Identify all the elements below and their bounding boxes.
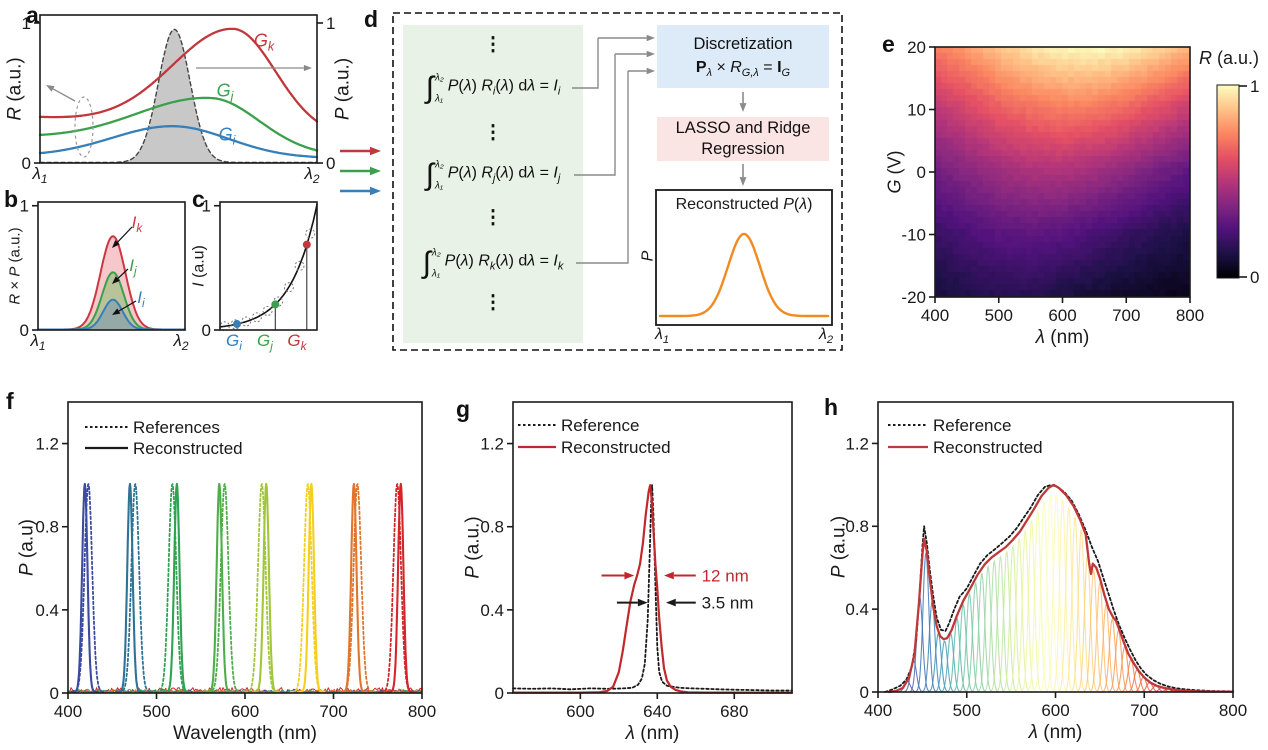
panel-label-g: g [456,396,471,422]
vertical-ellipsis: ⋮ [483,292,503,314]
panel-label-h: h [824,394,839,420]
lasso-regression-text: LASSO and Ridge Regression [675,119,811,158]
panel-label-c: c [192,186,205,212]
panel-label-b: b [4,186,19,212]
vertical-ellipsis: ⋮ [483,122,503,144]
panel-label-d: d [364,6,379,32]
vertical-ellipsis: ⋮ [483,207,503,229]
discretization-box: Discretization Pλ × RG,λ = IG [657,25,829,88]
integral-equations-panel: ⋮ ∫ λ₂ λ₁ P(λ) Ri(λ) dλ = Ii ⋮ ∫ λ₂ λ₁ P(λ) Rj(λ)… [403,25,583,343]
integral-equation: ∫ λ₂ λ₁ P(λ) Rk(λ) dλ = Ik [422,246,564,280]
discretization-title: Discretization [693,34,793,53]
integral-equation: ∫ λ₂ λ₁ P(λ) Ri(λ) dλ = Ii [425,71,561,105]
panel-label-e: e [882,31,895,57]
panel-label-f: f [6,388,14,414]
discretization-equation: Pλ × RG,λ = IG [695,59,791,80]
vertical-ellipsis: ⋮ [483,34,503,56]
lasso-regression-box: LASSO and Ridge Regression [657,117,829,161]
integral-equation: ∫ λ₂ λ₁ P(λ) Rj(λ) dλ = Ij [425,158,561,192]
panel-label-a: a [26,2,39,28]
